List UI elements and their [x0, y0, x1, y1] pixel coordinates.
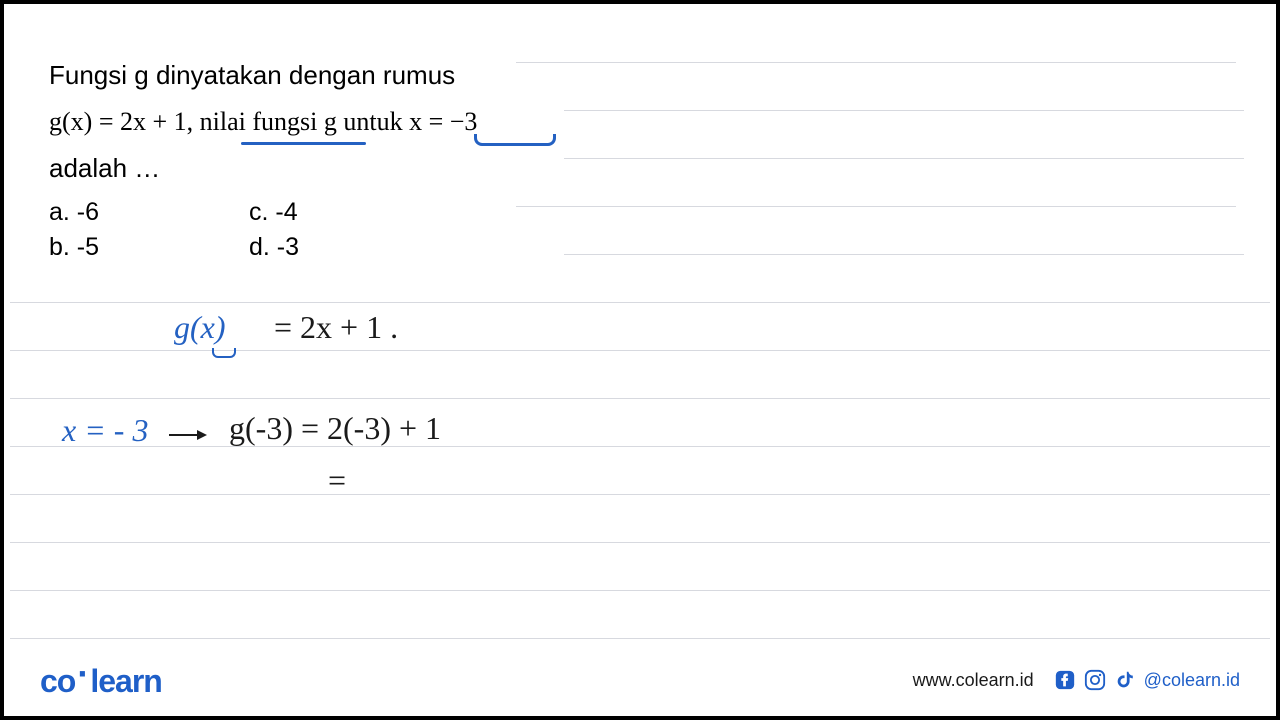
ruled-line: [10, 398, 1270, 399]
answer-options: a. -6 c. -4 b. -5 d. -3: [49, 198, 477, 262]
social-block: @colearn.id: [1054, 669, 1240, 691]
facebook-icon: [1054, 669, 1076, 691]
ruled-line: [10, 590, 1270, 591]
ruled-line: [10, 542, 1270, 543]
ruled-line: [10, 494, 1270, 495]
underline-annotation-1: [241, 142, 366, 145]
ruled-line: [516, 206, 1236, 207]
logo-part1: co: [40, 663, 75, 699]
question-line1: Fungsi g dinyatakan dengan rumus: [49, 60, 477, 91]
option-b: b. -5: [49, 233, 249, 262]
ruled-line: [564, 158, 1244, 159]
bracket-annotation-1: [474, 134, 556, 146]
tiktok-icon: [1114, 669, 1136, 691]
question-line3: adalah …: [49, 153, 477, 184]
footer-url: www.colearn.id: [913, 670, 1034, 691]
ruled-line: [10, 302, 1270, 303]
question-block: Fungsi g dinyatakan dengan rumus g(x) = …: [49, 60, 477, 262]
ruled-line: [516, 62, 1236, 63]
handwriting-eq1-lhs: g(x): [174, 309, 226, 346]
arrow-icon: [169, 434, 205, 436]
footer-handle: @colearn.id: [1144, 670, 1240, 691]
instagram-icon: [1084, 669, 1106, 691]
footer: co·learn www.colearn.id @colearn.id: [4, 644, 1276, 716]
logo-dot: ·: [75, 653, 90, 694]
option-c: c. -4: [249, 198, 449, 227]
ruled-line: [10, 638, 1270, 639]
ruled-line: [564, 254, 1244, 255]
ruled-line: [10, 350, 1270, 351]
handwriting-eq2: g(-3) = 2(-3) + 1: [229, 410, 441, 447]
handwriting-eq1-rhs: = 2x + 1 .: [274, 309, 398, 346]
option-d: d. -3: [249, 233, 449, 262]
handwriting-sub: x = - 3: [62, 412, 148, 449]
option-a: a. -6: [49, 198, 249, 227]
logo-part2: learn: [90, 663, 161, 699]
bracket-annotation-small: [212, 348, 236, 358]
question-line2: g(x) = 2x + 1, nilai fungsi g untuk x = …: [49, 107, 477, 137]
ruled-line: [10, 446, 1270, 447]
ruled-line: [564, 110, 1244, 111]
brand-logo: co·learn: [40, 659, 162, 701]
handwriting-eq3: =: [328, 462, 346, 499]
footer-right: www.colearn.id @colearn.id: [913, 669, 1240, 691]
